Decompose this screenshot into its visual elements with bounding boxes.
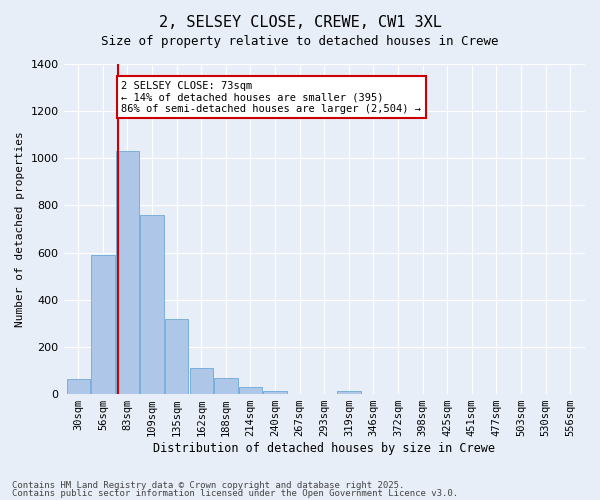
X-axis label: Distribution of detached houses by size in Crewe: Distribution of detached houses by size …	[153, 442, 495, 455]
Bar	[263, 390, 287, 394]
Text: 2 SELSEY CLOSE: 73sqm
← 14% of detached houses are smaller (395)
86% of semi-det: 2 SELSEY CLOSE: 73sqm ← 14% of detached …	[121, 80, 421, 114]
Bar	[214, 378, 238, 394]
Bar	[165, 318, 188, 394]
Bar	[116, 151, 139, 394]
Text: 2, SELSEY CLOSE, CREWE, CW1 3XL: 2, SELSEY CLOSE, CREWE, CW1 3XL	[158, 15, 442, 30]
Bar	[337, 390, 361, 394]
Bar	[190, 368, 213, 394]
Text: Size of property relative to detached houses in Crewe: Size of property relative to detached ho…	[101, 35, 499, 48]
Text: Contains HM Land Registry data © Crown copyright and database right 2025.: Contains HM Land Registry data © Crown c…	[12, 481, 404, 490]
Y-axis label: Number of detached properties: Number of detached properties	[15, 131, 25, 327]
Bar	[91, 255, 115, 394]
Bar	[140, 215, 164, 394]
Text: Contains public sector information licensed under the Open Government Licence v3: Contains public sector information licen…	[12, 488, 458, 498]
Bar	[239, 387, 262, 394]
Bar	[67, 379, 90, 394]
